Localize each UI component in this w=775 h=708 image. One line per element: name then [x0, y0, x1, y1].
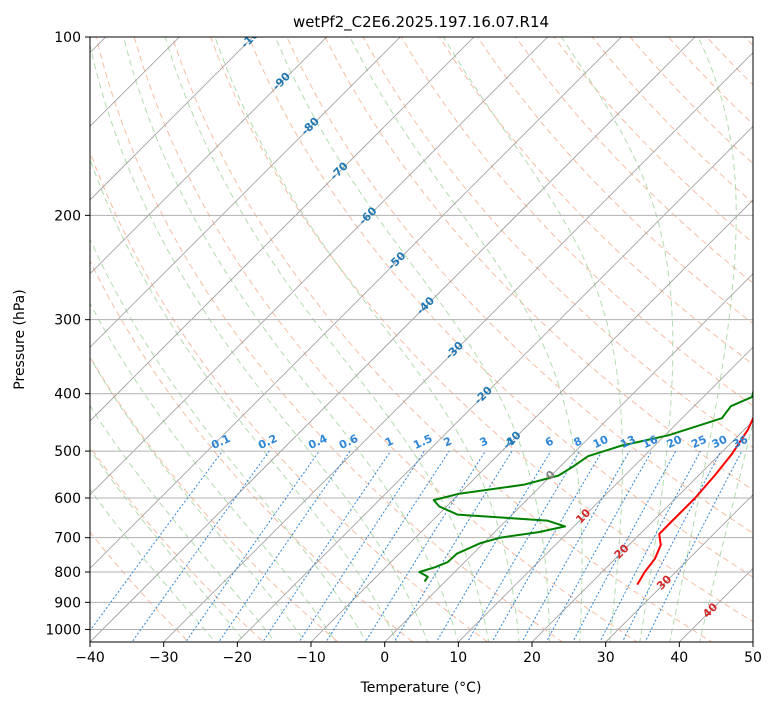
x-tick-label: 30	[597, 650, 615, 666]
x-tick-label: −20	[223, 650, 253, 666]
x-tick-label: −10	[296, 650, 326, 666]
dewpoint-line	[418, 388, 753, 583]
isotherm-line	[90, 37, 475, 422]
isotherm-line	[605, 494, 753, 642]
moist-adiabat	[90, 302, 337, 642]
mixing-ratio-line	[545, 450, 653, 642]
mixing-ratio-label: 13	[618, 433, 637, 451]
axes: −40 −30 −20 −10 0 10 20 30 40 50 100 200 300 400 500 60…	[45, 30, 762, 666]
isotherm-line	[90, 37, 548, 496]
y-tick-label: 100	[54, 30, 81, 46]
mixing-ratio-label: 36	[731, 433, 751, 451]
chart-title: wetPf2_C2E6.2025.197.16.07.R14	[293, 13, 549, 32]
x-axis-label: Temperature (°C)	[360, 680, 482, 696]
mixing-ratio-line	[185, 450, 320, 642]
isotherm-line	[310, 199, 753, 642]
mixing-ratio-line	[131, 450, 270, 642]
dry-adiabat	[438, 37, 753, 366]
temperature-line	[636, 416, 753, 586]
y-tick-label: 300	[54, 313, 81, 329]
sounding-series	[418, 388, 753, 586]
x-tick-label: 40	[670, 650, 688, 666]
x-tick-label: 50	[744, 650, 762, 666]
mixing-ratio-line	[599, 450, 701, 642]
dry-adiabat	[324, 37, 753, 491]
y-axis-label: Pressure (hPa)	[12, 289, 28, 389]
dry-adiabat	[400, 37, 753, 407]
y-tick-label: 200	[54, 208, 81, 224]
mixing-ratio-label: 30	[710, 433, 730, 451]
y-tick-label: 1000	[45, 622, 81, 638]
x-tick-label: 10	[449, 650, 467, 666]
isotherm-line	[237, 125, 753, 642]
x-tick-label: −30	[149, 650, 179, 666]
moist-adiabat	[274, 37, 550, 642]
mixing-ratio-line	[218, 450, 351, 642]
mixing-ratio-label: 16	[640, 433, 660, 451]
y-tick-label: 500	[54, 444, 81, 460]
isotherm-line	[90, 37, 622, 569]
y-tick-label: 900	[54, 595, 81, 611]
mixing-ratio-label: 20	[665, 433, 685, 451]
mixing-ratio-line	[393, 450, 513, 642]
y-tick-label: 600	[54, 491, 81, 507]
moist-adiabat	[90, 157, 398, 642]
mixing-ratio-label: 10	[591, 433, 611, 451]
y-tick-label: 700	[54, 531, 81, 547]
isotherm-line	[458, 346, 753, 642]
moist-adiabat	[349, 37, 583, 642]
mixing-ratio-line	[572, 450, 677, 642]
mixing-ratio-line	[298, 450, 425, 642]
dry-adiabat	[362, 37, 753, 449]
isotherm-line	[90, 37, 327, 275]
x-tick-label: −40	[75, 650, 105, 666]
x-tick-label: 20	[523, 650, 541, 666]
mixing-ratio-line	[262, 450, 392, 642]
mixing-ratio-line	[364, 450, 486, 642]
background-lines	[90, 37, 753, 642]
isotherm-line	[531, 420, 753, 642]
moist-adiabat	[669, 37, 737, 642]
moist-adiabat	[214, 37, 520, 642]
plot-frame	[89, 36, 754, 643]
mixing-ratio-line	[325, 450, 450, 642]
isotherm-line	[90, 37, 254, 201]
mixing-ratio-line	[521, 450, 630, 642]
y-tick-label: 400	[54, 387, 81, 403]
moist-adiabat	[561, 37, 674, 642]
y-tick-label: 800	[54, 565, 81, 581]
isotherm-line	[163, 52, 753, 642]
isotherm-line	[90, 37, 401, 348]
mixing-ratio-line	[491, 450, 603, 642]
mixing-ratio-line	[90, 450, 223, 632]
x-tick-label: 0	[380, 650, 389, 666]
mixing-ratio-line	[466, 450, 580, 642]
mixing-ratio-label: 25	[689, 433, 708, 451]
moist-adiabat	[443, 37, 623, 642]
mixing-ratio-line	[435, 450, 552, 642]
isotherm-line	[90, 37, 696, 642]
